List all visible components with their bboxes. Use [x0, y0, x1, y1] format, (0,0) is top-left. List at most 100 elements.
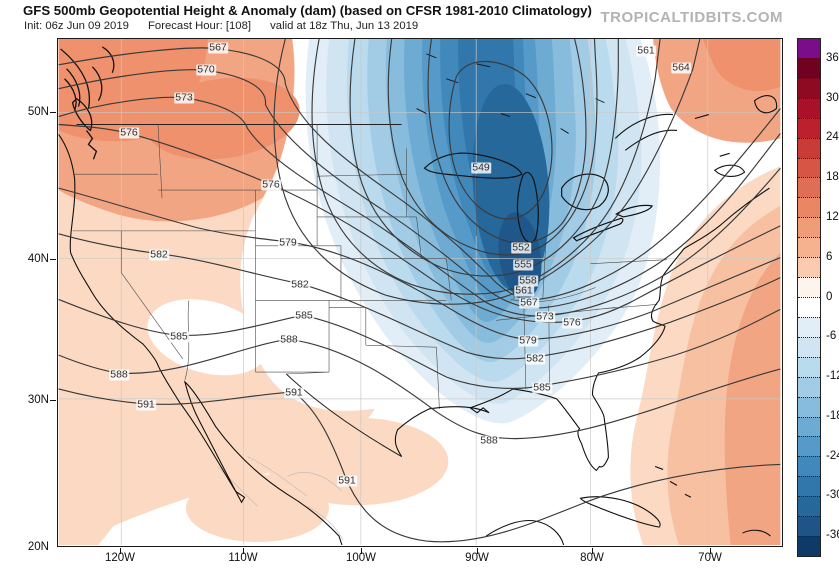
colorbar-cell — [798, 456, 820, 477]
watermark-logo: TROPICALTIDBITS.COM — [600, 9, 783, 26]
colorbar-cell — [798, 237, 820, 258]
lon-label: 90W — [465, 552, 489, 564]
contour-label: 576 — [119, 126, 139, 139]
mexico-pale-patch — [185, 474, 330, 543]
lon-tick — [120, 548, 121, 554]
contour-labels: 549 552 555 558 561 561 564 567 567 570 573 573 576 5… — [58, 39, 784, 548]
contour-label: 576 — [562, 316, 582, 329]
greatbasin-white-hole — [147, 299, 269, 376]
contour-579 — [58, 187, 781, 340]
contour-label: 591 — [337, 474, 357, 487]
colorbar-cell — [798, 296, 820, 317]
map-panel: 549 552 555 558 561 561 564 567 567 570 573 573 576 5… — [57, 38, 783, 547]
colorbar-tick-label: 30 — [826, 91, 839, 104]
contour-label: 564 — [671, 61, 691, 74]
lat-label: 40N — [27, 253, 49, 265]
contour-561 — [311, 39, 661, 295]
pacific-coast — [58, 134, 343, 545]
contour-label: 579 — [278, 236, 298, 249]
contour-591 — [58, 388, 781, 543]
contour-label: 549 — [471, 161, 491, 174]
colorbar-tick-label: 12 — [826, 210, 839, 223]
lat-label: 50N — [27, 106, 49, 118]
colorbar-tick-label: -18 — [826, 409, 839, 422]
lon-tick — [243, 548, 244, 554]
colorbar-cell — [798, 117, 820, 138]
colorbar-cell — [798, 77, 820, 98]
great-lakes — [423, 152, 654, 244]
contour-label: 591 — [284, 386, 304, 399]
colorbar-tick-label: 6 — [826, 250, 833, 263]
lat-tick — [50, 400, 56, 401]
lat-label: 20N — [27, 541, 49, 553]
colorbar-cell — [798, 217, 820, 238]
contour-label: 582 — [149, 248, 169, 261]
contour-573 — [58, 96, 781, 317]
colorbar-cell — [798, 336, 820, 357]
colorbar-cell — [798, 516, 820, 537]
lon-label: 110W — [228, 552, 258, 564]
colorbar-tick-label: 24 — [826, 131, 839, 144]
run-info: Init: 06z Jun 09 2019 Forecast Hour: [10… — [24, 20, 434, 32]
bc-coast-islands — [60, 46, 115, 160]
lon-tick — [361, 548, 362, 554]
colorbar-cell — [798, 57, 820, 78]
hispaniola-coast — [742, 529, 771, 537]
mexico-borders — [217, 456, 344, 541]
contour-label: 573 — [535, 310, 555, 323]
lon-tick — [592, 548, 593, 554]
colorbar-cell — [798, 257, 820, 278]
state-borders — [72, 123, 668, 541]
colorbar-cell — [798, 97, 820, 118]
colorbar-tick-label: -30 — [826, 489, 839, 502]
contour-label: 552 — [511, 241, 531, 254]
lon-label: 70W — [698, 552, 722, 564]
contour-564 — [273, 39, 701, 305]
colorbar-cell — [798, 496, 820, 517]
colorbar-tick-label: 0 — [826, 290, 833, 303]
colorbar-tick-label: 18 — [826, 171, 839, 184]
lon-tick — [710, 548, 711, 554]
forecast-hour: Forecast Hour: [108] — [148, 20, 252, 32]
lat-tick — [50, 112, 56, 113]
cuba-coast — [579, 496, 661, 528]
contour-label: 561 — [514, 284, 534, 297]
contour-label: 555 — [513, 258, 533, 271]
contour-label: 588 — [109, 368, 129, 381]
colorbar-cell — [798, 396, 820, 417]
colorbar-cell — [798, 157, 820, 178]
canada-shield-lakes — [416, 53, 605, 134]
colorbar-cell — [798, 39, 820, 58]
contour-label: 582 — [290, 278, 310, 291]
contour-label: 573 — [174, 91, 194, 104]
contour-label: 588 — [279, 333, 299, 346]
lat-tick — [50, 259, 56, 260]
contour-label: 576 — [261, 178, 281, 191]
contour-label: 585 — [532, 381, 552, 394]
contour-558 — [349, 39, 619, 277]
contour-label: 588 — [479, 434, 499, 447]
colorbar-tick-label: -6 — [826, 330, 837, 343]
contour-576 — [58, 123, 781, 323]
colorbar-cell — [798, 416, 820, 437]
colorbar-tick-label: -24 — [826, 449, 839, 462]
colorbar-cell — [798, 476, 820, 497]
valid-time: valid at 18z Thu, Jun 13 2019 — [270, 20, 419, 32]
bahamas-islands — [654, 465, 692, 498]
contour-label: 570 — [196, 63, 216, 76]
lon-label: 80W — [580, 552, 604, 564]
contour-588 — [58, 338, 781, 440]
colorbar-cell — [798, 436, 820, 457]
contour-label: 585 — [294, 309, 314, 322]
colorbar-cell — [798, 376, 820, 397]
lon-tick — [477, 548, 478, 554]
colorbar-cell — [798, 137, 820, 158]
colorbar-cell — [798, 316, 820, 337]
canada-east-coast — [614, 95, 778, 177]
colorbar-cell — [798, 356, 820, 377]
contour-label: 567 — [208, 41, 228, 54]
map-canvas — [58, 39, 781, 545]
contour-label: 567 — [519, 296, 539, 309]
contour-label: 558 — [518, 274, 538, 287]
